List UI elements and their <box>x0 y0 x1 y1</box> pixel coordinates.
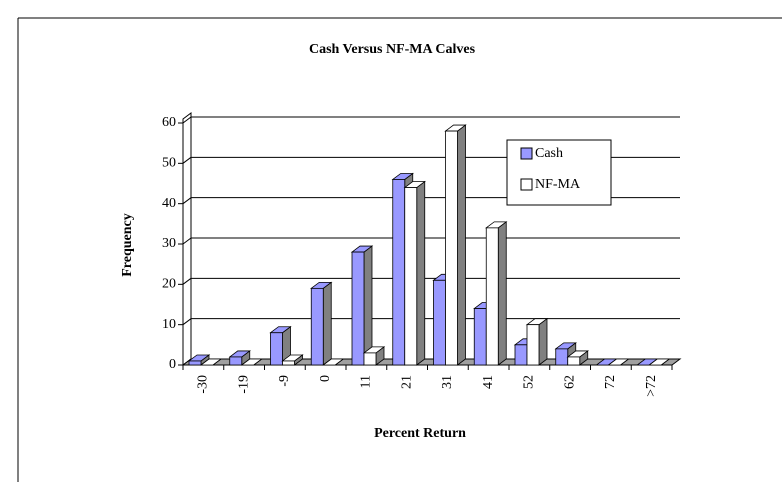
x-axis-title: Percent Return <box>374 426 466 441</box>
bar <box>433 279 446 366</box>
bar-top <box>199 358 223 366</box>
bar <box>392 179 406 366</box>
bar <box>229 356 243 366</box>
bar <box>310 287 324 366</box>
y-tick-label: 40 <box>162 196 176 211</box>
bar <box>188 360 202 366</box>
grid-line <box>182 156 192 164</box>
bar-top <box>322 358 345 366</box>
x-tick-label: 21 <box>399 375 414 389</box>
grid-line <box>182 237 192 245</box>
x-tick-label: -19 <box>236 375 251 394</box>
legend-label: Cash <box>535 146 563 161</box>
bar-side <box>497 221 507 366</box>
bar <box>445 130 458 366</box>
x-tick-label: >72 <box>644 375 659 397</box>
y-tick-label: 10 <box>162 317 176 332</box>
bar-side <box>457 124 466 366</box>
chart-title: Cash Versus NF-MA Calves <box>309 42 476 57</box>
y-tick-label: 60 <box>162 115 176 130</box>
y-tick-label: 30 <box>162 236 176 251</box>
y-tick-label: 20 <box>162 277 176 292</box>
bar-top <box>648 358 671 366</box>
bar-side <box>416 180 426 366</box>
bar-top <box>607 358 630 366</box>
bar <box>404 187 418 366</box>
bar <box>555 348 569 366</box>
y-axis-title: Frequency <box>120 213 135 277</box>
x-tick-label: -30 <box>196 375 211 394</box>
bar <box>351 251 365 366</box>
x-tick-label: 0 <box>318 375 333 382</box>
legend-label: NF-MA <box>535 177 581 192</box>
bar <box>485 227 499 366</box>
bar <box>270 332 283 366</box>
legend-swatch <box>520 147 533 160</box>
y-tick-label: 0 <box>169 357 176 372</box>
grid-line <box>182 318 192 326</box>
bar-side <box>538 317 548 366</box>
bar-side <box>363 245 373 366</box>
bar <box>514 344 528 366</box>
grid-line <box>182 197 192 205</box>
bar <box>567 356 581 366</box>
x-tick-label: -9 <box>277 375 292 387</box>
x-tick-label: 62 <box>562 375 577 389</box>
x-tick-label: 31 <box>440 375 455 389</box>
bar-top <box>240 358 263 366</box>
y-tick-label: 50 <box>162 156 176 171</box>
grid-line <box>182 116 192 124</box>
x-tick-label: 41 <box>481 375 496 389</box>
bar <box>473 308 487 366</box>
x-tick-label: 11 <box>359 375 374 388</box>
x-tick-label: 72 <box>603 375 618 389</box>
legend-swatch <box>520 178 533 191</box>
bar-side <box>322 281 332 366</box>
grid-line <box>182 277 192 285</box>
bar <box>282 360 295 366</box>
x-tick-label: 52 <box>522 375 537 389</box>
bar <box>526 324 540 366</box>
bar <box>363 352 377 366</box>
